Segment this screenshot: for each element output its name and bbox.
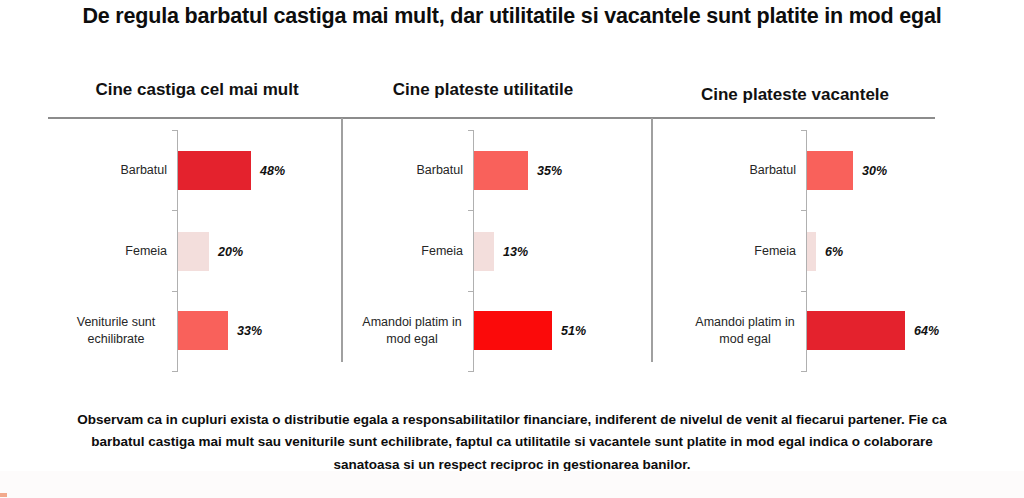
bar-barbatul (178, 151, 251, 190)
chart-title: Cine plateste vacantele (701, 85, 889, 105)
axis-tick (172, 291, 177, 292)
category-label: Barbatul (646, 151, 796, 190)
value-label: 48% (260, 151, 285, 190)
bar-femeia (807, 232, 816, 271)
value-label: 33% (237, 311, 262, 350)
page-title: De regula barbatul castiga mai mult, dar… (0, 4, 1024, 29)
axis-tick (468, 210, 473, 211)
bar-barbatul (807, 151, 853, 190)
axis-tick (801, 291, 806, 292)
category-label: Femeia (313, 232, 463, 271)
value-label: 64% (914, 311, 939, 350)
axis-tick (468, 371, 473, 372)
bar-amandoi (474, 311, 552, 350)
value-label: 6% (825, 232, 843, 271)
slide-canvas: De regula barbatul castiga mai mult, dar… (0, 0, 1024, 498)
category-label: Veniturile sunt echilibrate (17, 311, 167, 350)
bottom-strip (0, 471, 1024, 498)
axis-tick (172, 371, 177, 372)
chart-title: Cine plateste utilitatile (393, 80, 573, 100)
axis-tick (172, 130, 177, 131)
header-rule (48, 117, 935, 119)
category-label: Barbatul (17, 151, 167, 190)
value-label: 51% (561, 311, 586, 350)
chart-title: Cine castiga cel mai mult (95, 80, 298, 100)
axis-tick (801, 371, 806, 372)
category-label: Femeia (646, 232, 796, 271)
axis-tick (468, 291, 473, 292)
category-label: Amandoi platim in mod egal (313, 311, 463, 350)
category-label: Amandoi platim in mod egal (646, 311, 796, 350)
bar-femeia (474, 232, 494, 271)
bar-amandoi (807, 311, 905, 350)
axis-tick (172, 210, 177, 211)
axis-tick (801, 130, 806, 131)
value-label: 20% (218, 232, 243, 271)
value-label: 35% (537, 151, 562, 190)
footer-commentary: Observam ca in cupluri exista o distribu… (59, 409, 965, 476)
category-label: Barbatul (313, 151, 463, 190)
category-label: Femeia (17, 232, 167, 271)
corner-artifact (0, 493, 7, 497)
bar-femeia (178, 232, 209, 271)
value-label: 30% (862, 151, 887, 190)
bar-barbatul (474, 151, 528, 190)
axis-tick (801, 210, 806, 211)
bar-venituri-echilibrate (178, 311, 228, 350)
axis-tick (468, 130, 473, 131)
value-label: 13% (503, 232, 528, 271)
